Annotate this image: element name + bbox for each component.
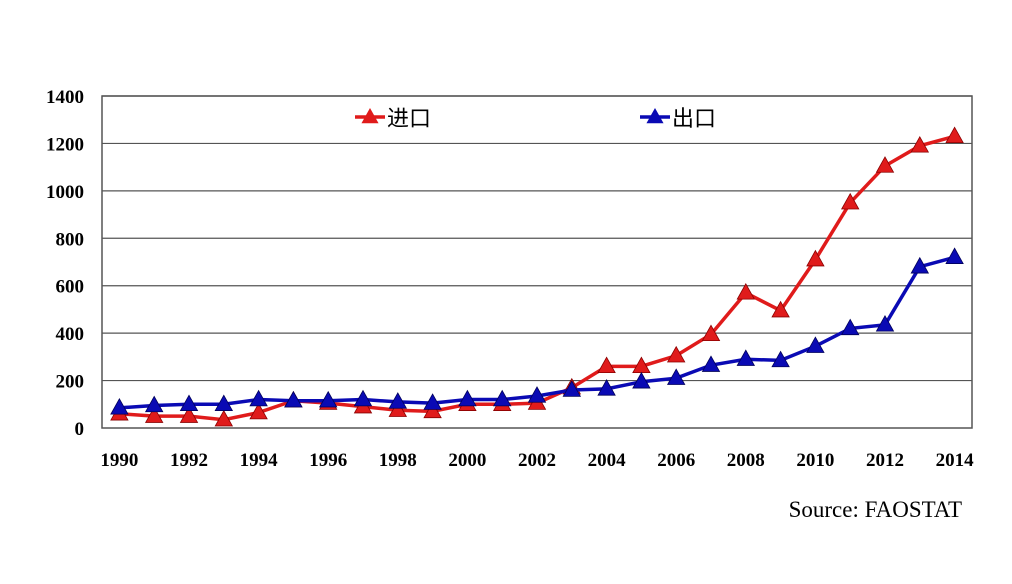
plot-frame bbox=[101, 95, 973, 429]
data-point bbox=[701, 324, 721, 342]
x-tick-label: 1996 bbox=[309, 450, 347, 471]
y-tick-label: 0 bbox=[75, 419, 85, 440]
source-label: Source: FAOSTAT bbox=[789, 497, 962, 522]
data-point bbox=[840, 192, 860, 210]
data-point bbox=[423, 393, 442, 410]
data-point bbox=[806, 249, 825, 267]
data-point bbox=[597, 356, 616, 374]
data-point bbox=[144, 406, 164, 423]
data-point bbox=[214, 409, 234, 427]
data-point bbox=[388, 392, 408, 409]
y-tick-label: 800 bbox=[56, 229, 85, 250]
x-tick-label: 2010 bbox=[796, 450, 834, 471]
data-point bbox=[284, 390, 303, 408]
data-point bbox=[492, 389, 512, 407]
y-tick-label: 1400 bbox=[46, 87, 84, 108]
x-tick-label: 1990 bbox=[100, 450, 138, 471]
y-tick-label: 600 bbox=[56, 277, 85, 298]
data-point bbox=[875, 156, 895, 173]
data-point bbox=[840, 318, 860, 336]
legend-label: 进口 bbox=[387, 107, 431, 132]
data-point bbox=[318, 390, 338, 408]
data-point bbox=[249, 402, 268, 420]
data-point bbox=[945, 126, 964, 144]
legend-marker bbox=[646, 108, 664, 124]
data-point bbox=[179, 406, 199, 423]
data-point bbox=[527, 386, 547, 403]
data-point bbox=[736, 349, 756, 366]
data-point bbox=[736, 283, 756, 300]
x-tick-label: 2014 bbox=[936, 450, 975, 471]
data-point bbox=[632, 371, 651, 389]
data-point bbox=[388, 400, 408, 417]
data-point bbox=[666, 345, 686, 363]
x-tick-label: 2006 bbox=[657, 450, 695, 471]
data-point bbox=[423, 401, 442, 419]
data-point bbox=[110, 398, 129, 415]
data-point bbox=[666, 368, 686, 385]
series-line-0 bbox=[119, 134, 956, 422]
data-point bbox=[249, 389, 268, 407]
x-tick-label: 1994 bbox=[240, 450, 279, 471]
data-point bbox=[771, 350, 790, 368]
data-point bbox=[910, 256, 930, 274]
x-tick-label: 2004 bbox=[588, 450, 627, 471]
data-point bbox=[806, 336, 825, 353]
y-tick-label: 1000 bbox=[46, 182, 84, 203]
legend-marker bbox=[361, 108, 379, 124]
x-tick-label: 1998 bbox=[379, 450, 417, 471]
data-point bbox=[771, 300, 790, 318]
x-tick-label: 2000 bbox=[448, 450, 486, 471]
data-point bbox=[875, 315, 895, 332]
x-tick-label: 2008 bbox=[727, 450, 765, 471]
data-point bbox=[458, 389, 477, 407]
x-tick-label: 1992 bbox=[170, 450, 208, 471]
y-tick-label: 400 bbox=[56, 324, 85, 345]
data-point bbox=[945, 247, 964, 264]
legend-label: 出口 bbox=[672, 107, 716, 132]
data-point bbox=[144, 395, 164, 413]
x-tick-label: 2002 bbox=[518, 450, 556, 471]
data-point bbox=[562, 380, 582, 397]
x-tick-label: 2012 bbox=[866, 450, 904, 471]
data-point bbox=[701, 355, 721, 372]
y-tick-label: 1200 bbox=[46, 134, 84, 155]
data-point bbox=[597, 379, 616, 396]
data-point bbox=[214, 394, 234, 411]
data-point bbox=[179, 394, 199, 411]
y-tick-label: 200 bbox=[56, 372, 85, 393]
data-point bbox=[910, 135, 930, 153]
data-point bbox=[353, 389, 373, 407]
